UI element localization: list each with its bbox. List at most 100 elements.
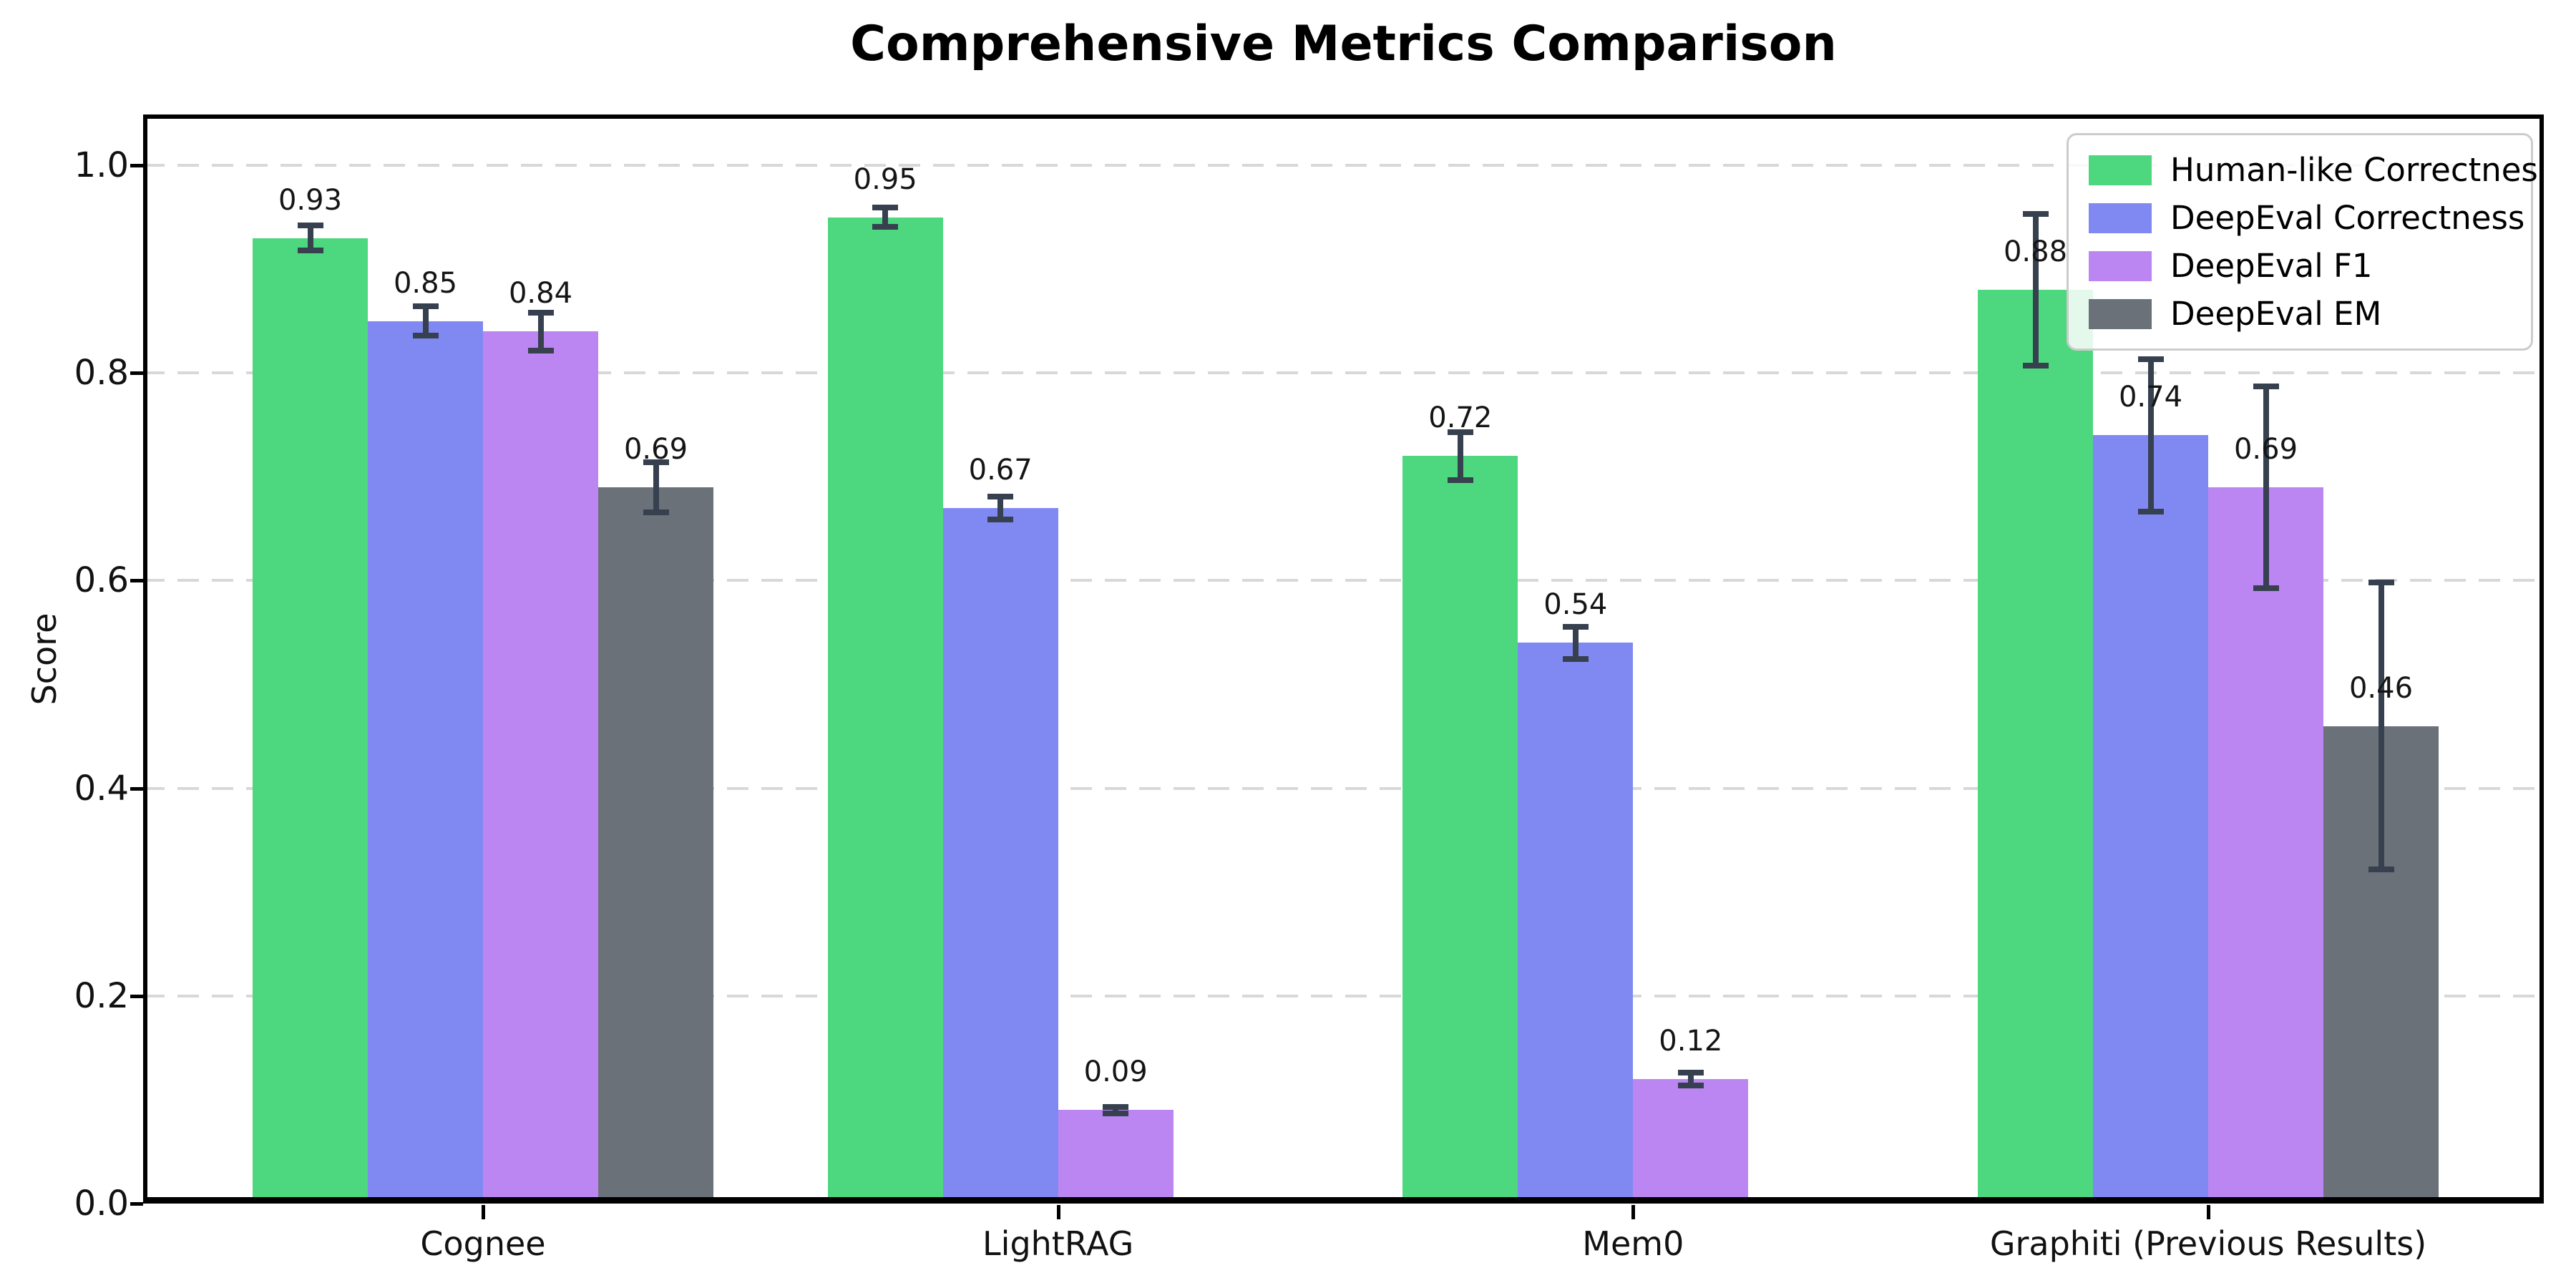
chart-title: Comprehensive Metrics Comparison [850, 16, 1837, 72]
bar [1058, 1110, 1174, 1204]
legend-label: DeepEval F1 [2170, 247, 2373, 285]
error-bar-line [422, 303, 429, 339]
error-bar [1792, 1199, 1819, 1204]
error-bar-cap-bottom [412, 333, 439, 339]
x-tick-mark [1056, 1205, 1060, 1219]
error-bar-line [882, 205, 889, 230]
y-tick-label: 0.4 [74, 768, 129, 809]
error-bar-cap-bottom [643, 509, 669, 515]
bar-value-label: 0.69 [623, 432, 688, 466]
legend-swatch [2089, 298, 2152, 329]
error-bar [1218, 1199, 1244, 1204]
error-bar-cap-bottom [987, 517, 1014, 523]
error-bar-cap-top [527, 309, 554, 316]
bar-value-label: 0.95 [853, 162, 917, 196]
error-bar [2022, 210, 2049, 369]
error-bar-line [2378, 579, 2384, 873]
error-bar [2253, 383, 2279, 591]
legend-item: DeepEval EM [2089, 295, 2511, 333]
legend-label: Human-like Correctness [2170, 151, 2544, 189]
y-tick-label: 0.0 [74, 1184, 129, 1224]
error-bar-line [1687, 1069, 1694, 1088]
gridline [143, 994, 2544, 997]
legend-swatch [2089, 155, 2152, 185]
gridline [143, 371, 2544, 375]
bar [2208, 487, 2323, 1204]
bar [827, 217, 943, 1204]
legend-item: Human-like Correctness [2089, 151, 2544, 189]
y-tick-mark [130, 579, 143, 583]
bar-value-label: 0.85 [393, 266, 458, 300]
bar-value-label: 0.88 [2003, 235, 2068, 269]
error-bar-line [997, 493, 1004, 523]
error-bar-cap-top [1447, 429, 1473, 435]
bar-value-label: 0.46 [2348, 671, 2414, 705]
bar [1978, 290, 2093, 1204]
error-bar-cap-top [872, 205, 899, 211]
y-axis-title: Score [25, 613, 64, 706]
error-bar-cap-bottom [1792, 1201, 1819, 1204]
error-bar [643, 459, 669, 515]
error-bar-line [2147, 356, 2154, 514]
bar [483, 331, 598, 1204]
bar-value-label: 0.69 [2233, 432, 2298, 466]
y-tick-mark [130, 786, 143, 791]
bar [1518, 643, 1634, 1204]
bar [942, 507, 1058, 1204]
bar-value-label: 0.93 [278, 183, 343, 217]
error-bar-cap-bottom [872, 223, 899, 230]
error-bar-cap-bottom [1103, 1111, 1129, 1117]
error-bar [987, 493, 1014, 523]
bar [253, 238, 368, 1204]
bar-value-label: 0.12 [1659, 1024, 1723, 1058]
error-bar-cap-top [1103, 1103, 1129, 1110]
error-bar-line [653, 459, 659, 515]
bar-value-label: 0.09 [1083, 1055, 1148, 1089]
error-bar-cap-top [2137, 356, 2164, 362]
error-bar-cap-bottom [2253, 585, 2279, 591]
bar-value-label: 0.72 [1428, 401, 1493, 435]
gridline [143, 164, 2544, 167]
error-bar-cap-top [2253, 383, 2279, 389]
bar-value-label: 0.54 [1543, 588, 1608, 622]
error-bar-line [537, 309, 544, 353]
error-bar-cap-bottom [2368, 867, 2394, 873]
error-bar-cap-top [1562, 624, 1589, 630]
error-bar-cap-bottom [1218, 1201, 1244, 1204]
y-tick-mark [130, 164, 143, 167]
legend-item: DeepEval F1 [2089, 247, 2511, 285]
x-tick-label: LightRAG [982, 1224, 1134, 1263]
y-tick-label: 0.8 [74, 353, 129, 394]
x-tick-label: Mem0 [1582, 1224, 1684, 1263]
error-bar-cap-top [987, 493, 1014, 499]
error-bar-line [1457, 429, 1463, 483]
error-bar [297, 222, 323, 254]
error-bar-line [307, 222, 313, 254]
error-bar-cap-bottom [1447, 477, 1473, 483]
gridline [143, 579, 2544, 582]
gridline [143, 786, 2544, 790]
bar [368, 321, 483, 1204]
y-tick-label: 0.2 [74, 975, 129, 1016]
error-bar [872, 205, 899, 230]
error-bar-cap-bottom [1562, 655, 1589, 662]
plot-area: Human-like Correctness DeepEval Correctne… [143, 114, 2544, 1204]
legend: Human-like Correctness DeepEval Correctne… [2067, 133, 2544, 351]
legend-item: DeepEval Correctness [2089, 199, 2524, 237]
x-tick-label: Graphiti (Previous Results) [1989, 1224, 2427, 1263]
legend-label: DeepEval EM [2170, 295, 2382, 333]
x-tick-mark [1631, 1205, 1636, 1219]
y-tick-mark [130, 371, 143, 376]
error-bar-cap-bottom [2137, 508, 2164, 514]
error-bar-cap-top [643, 459, 669, 465]
x-tick-mark [482, 1205, 485, 1219]
error-bar-line [1113, 1103, 1119, 1117]
bar [598, 487, 713, 1204]
error-bar-line [2263, 383, 2269, 591]
bar [1402, 456, 1518, 1204]
error-bar-line [2032, 210, 2039, 369]
error-bar-cap-bottom [2022, 363, 2049, 369]
bar-value-label: 0.74 [2118, 381, 2183, 414]
error-bar [2368, 579, 2394, 873]
